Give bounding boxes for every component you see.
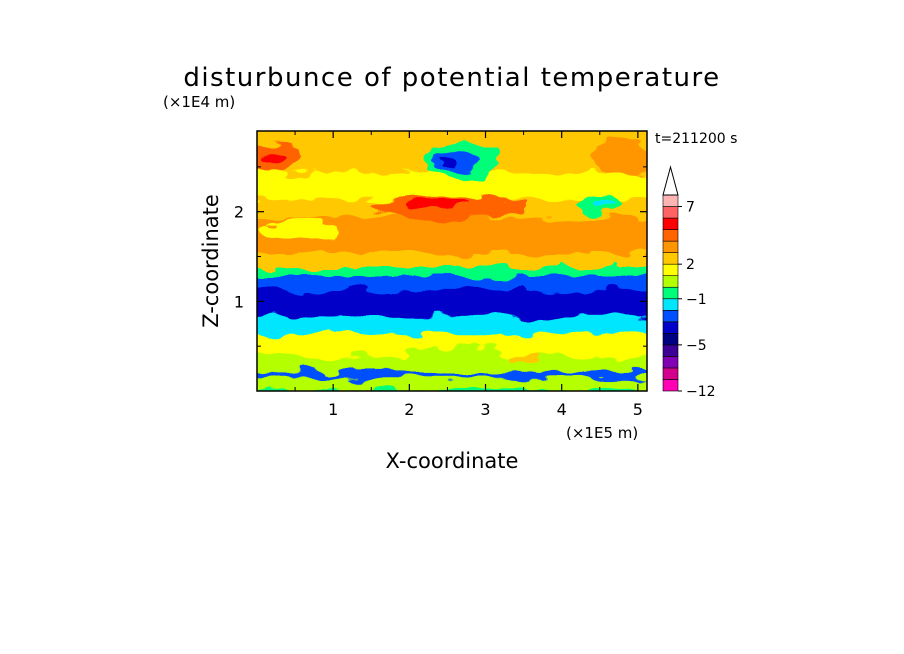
x-tick-label: 3 bbox=[480, 400, 490, 419]
colorbar-swatch bbox=[662, 275, 679, 288]
x-axis-label: X-coordinate bbox=[386, 449, 519, 473]
colorbar-label: 2 bbox=[686, 257, 695, 273]
colorbar-swatch bbox=[662, 240, 679, 253]
colorbar-swatch bbox=[662, 286, 679, 300]
colorbar-swatch bbox=[662, 217, 679, 230]
y-unit-label: (×1E4 m) bbox=[163, 93, 235, 111]
colorbar-swatch bbox=[662, 356, 679, 369]
contour-field bbox=[257, 131, 647, 391]
colorbar-label: −5 bbox=[686, 338, 707, 354]
contour-anomaly bbox=[264, 218, 341, 241]
colorbar-swatch bbox=[662, 379, 679, 392]
colorbar: −12−5−127 bbox=[662, 165, 716, 400]
colorbar-label: 7 bbox=[686, 200, 695, 216]
colorbar-swatch bbox=[662, 333, 679, 346]
x-tick-label: 1 bbox=[328, 400, 338, 419]
x-tick-label: 4 bbox=[557, 400, 567, 419]
x-tick-label: 5 bbox=[633, 400, 643, 419]
x-unit-label: (×1E5 m) bbox=[566, 424, 638, 442]
x-axis: 1 2 3 4 5 bbox=[294, 131, 643, 419]
contour-anomaly bbox=[592, 200, 616, 209]
colorbar-swatch bbox=[662, 252, 679, 265]
colorbar-swatch bbox=[662, 367, 679, 380]
colorbar-extend-arrow bbox=[662, 165, 679, 196]
contour-anomaly bbox=[409, 197, 471, 209]
contour-anomaly bbox=[295, 330, 372, 353]
colorbar-swatch bbox=[662, 194, 679, 207]
contour-anomaly bbox=[508, 355, 539, 365]
plot-frame bbox=[256, 130, 648, 392]
contour-anomaly bbox=[401, 346, 509, 374]
y-axis: 12 bbox=[234, 166, 647, 347]
colorbar-swatch bbox=[662, 309, 679, 323]
y-tick-label: 1 bbox=[234, 292, 244, 311]
colorbar-swatch bbox=[662, 298, 679, 311]
x-tick-label: 2 bbox=[404, 400, 414, 419]
contour-anomaly bbox=[592, 139, 647, 176]
contour-anomaly bbox=[260, 152, 284, 164]
colorbar-swatch bbox=[662, 321, 679, 334]
chart-title: disturbunce of potential temperature bbox=[183, 63, 720, 93]
contour-anomaly bbox=[438, 157, 457, 167]
colorbar-label: −12 bbox=[686, 384, 716, 400]
y-axis-label: Z-coordinate bbox=[199, 194, 223, 328]
colorbar-label: −1 bbox=[686, 292, 707, 308]
plot-area bbox=[257, 131, 647, 391]
colorbar-swatch bbox=[662, 206, 679, 219]
colorbar-swatch bbox=[662, 263, 679, 277]
time-label: t=211200 s bbox=[655, 131, 737, 147]
y-tick-label: 2 bbox=[234, 203, 244, 222]
colorbar-swatch bbox=[662, 229, 679, 242]
colorbar-swatch bbox=[662, 344, 679, 357]
